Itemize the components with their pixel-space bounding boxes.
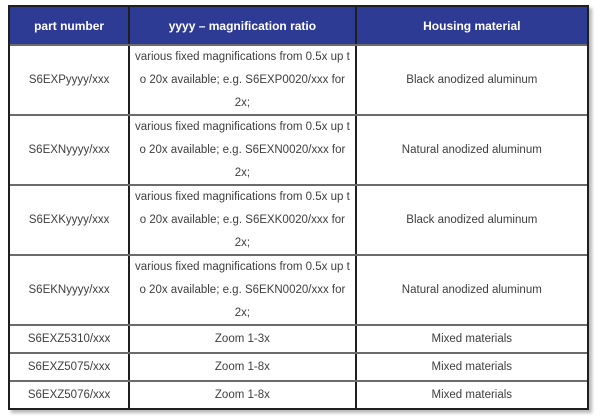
housing-material-cell: Black anodized aluminum	[354, 46, 587, 114]
column-header-magnification-ratio: yyyy – magnification ratio	[128, 7, 354, 44]
part-number-cell: S6EXPyyyy/xxx	[28, 73, 110, 86]
part-number-cell: S6EXKyyyy/xxx	[28, 213, 110, 226]
housing-material-cell: Black anodized aluminum	[354, 186, 587, 254]
part-number-cell: S6EXZ5076/xxx	[27, 388, 111, 401]
magnification-cell: various fixed magnifications from 0.5x u…	[128, 116, 354, 184]
column-header-housing-material: Housing material	[354, 7, 587, 44]
table-row: S6EXPyyyy/xxx various fixed magnificatio…	[10, 44, 587, 114]
housing-material-cell: Mixed materials	[354, 326, 587, 352]
table-row: S6EXZ5076/xxx Zoom 1-8x Mixed materials	[10, 380, 587, 408]
table-header-row: part number yyyy – magnification ratio H…	[10, 7, 587, 44]
table-row: S6EXKyyyy/xxx various fixed magnificatio…	[10, 184, 587, 254]
housing-material-cell: Natural anodized aluminum	[354, 116, 587, 184]
magnification-cell: Zoom 1-3x	[128, 326, 354, 352]
datasheet-table: part number yyyy – magnification ratio H…	[8, 5, 589, 410]
magnification-cell: various fixed magnifications from 0.5x u…	[128, 256, 354, 324]
magnification-cell: various fixed magnifications from 0.5x u…	[128, 186, 354, 254]
housing-material-cell: Mixed materials	[354, 354, 587, 380]
magnification-cell: various fixed magnifications from 0.5x u…	[128, 46, 354, 114]
magnification-cell: Zoom 1-8x	[128, 354, 354, 380]
table-row: S6EXZ5310/xxx Zoom 1-3x Mixed materials	[10, 324, 587, 352]
column-header-part-number: part number	[34, 18, 105, 33]
housing-material-cell: Natural anodized aluminum	[354, 256, 587, 324]
part-number-cell: S6EXNyyyy/xxx	[28, 143, 110, 156]
housing-material-cell: Mixed materials	[354, 382, 587, 408]
part-number-cell: S6EXZ5310/xxx	[27, 332, 111, 345]
part-number-cell: S6EXZ5075/xxx	[27, 360, 111, 373]
table-row: S6EXNyyyy/xxx various fixed magnificatio…	[10, 114, 587, 184]
magnification-cell: Zoom 1-8x	[128, 382, 354, 408]
table-row: S6EXZ5075/xxx Zoom 1-8x Mixed materials	[10, 352, 587, 380]
table-row: S6EKNyyyy/xxx various fixed magnificatio…	[10, 254, 587, 324]
part-number-cell: S6EKNyyyy/xxx	[28, 283, 110, 296]
